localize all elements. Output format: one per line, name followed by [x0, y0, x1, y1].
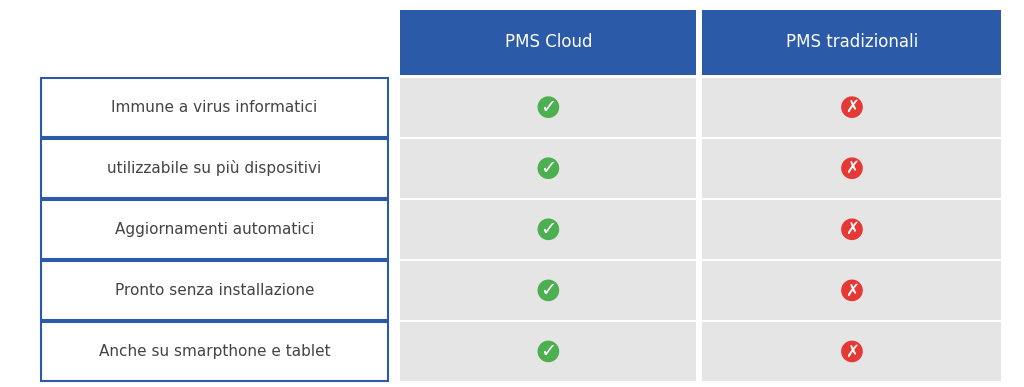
- FancyBboxPatch shape: [400, 139, 696, 198]
- Ellipse shape: [538, 158, 559, 179]
- Ellipse shape: [538, 341, 559, 362]
- Text: PMS tradizionali: PMS tradizionali: [785, 33, 919, 51]
- FancyBboxPatch shape: [702, 322, 1001, 381]
- Text: ✗: ✗: [845, 98, 859, 116]
- FancyBboxPatch shape: [400, 78, 696, 137]
- Text: Pronto senza installazione: Pronto senza installazione: [115, 283, 314, 298]
- FancyBboxPatch shape: [41, 322, 388, 381]
- FancyBboxPatch shape: [702, 10, 1001, 75]
- Text: Aggiornamenti automatici: Aggiornamenti automatici: [115, 222, 314, 237]
- Text: ✓: ✓: [541, 342, 556, 361]
- FancyBboxPatch shape: [41, 200, 388, 259]
- Text: Immune a virus informatici: Immune a virus informatici: [112, 100, 317, 115]
- Text: ✗: ✗: [845, 159, 859, 177]
- FancyBboxPatch shape: [702, 139, 1001, 198]
- Text: ✓: ✓: [541, 159, 556, 178]
- Ellipse shape: [841, 158, 863, 179]
- Text: ✗: ✗: [845, 220, 859, 238]
- Ellipse shape: [538, 96, 559, 118]
- Text: ✗: ✗: [845, 281, 859, 300]
- FancyBboxPatch shape: [41, 78, 388, 137]
- Text: ✗: ✗: [845, 342, 859, 360]
- FancyBboxPatch shape: [702, 78, 1001, 137]
- Ellipse shape: [538, 218, 559, 240]
- Ellipse shape: [841, 218, 863, 240]
- FancyBboxPatch shape: [702, 200, 1001, 259]
- Ellipse shape: [841, 96, 863, 118]
- Text: ✓: ✓: [541, 98, 556, 116]
- Ellipse shape: [538, 279, 559, 301]
- FancyBboxPatch shape: [41, 261, 388, 320]
- Text: Anche su smarpthone e tablet: Anche su smarpthone e tablet: [98, 344, 331, 359]
- FancyBboxPatch shape: [400, 200, 696, 259]
- FancyBboxPatch shape: [400, 261, 696, 320]
- Text: utilizzabile su più dispositivi: utilizzabile su più dispositivi: [108, 160, 322, 176]
- FancyBboxPatch shape: [400, 10, 696, 75]
- Ellipse shape: [841, 341, 863, 362]
- Text: ✓: ✓: [541, 281, 556, 300]
- FancyBboxPatch shape: [702, 261, 1001, 320]
- Ellipse shape: [841, 279, 863, 301]
- Text: PMS Cloud: PMS Cloud: [505, 33, 592, 51]
- Text: ✓: ✓: [541, 220, 556, 239]
- FancyBboxPatch shape: [400, 322, 696, 381]
- FancyBboxPatch shape: [41, 139, 388, 198]
